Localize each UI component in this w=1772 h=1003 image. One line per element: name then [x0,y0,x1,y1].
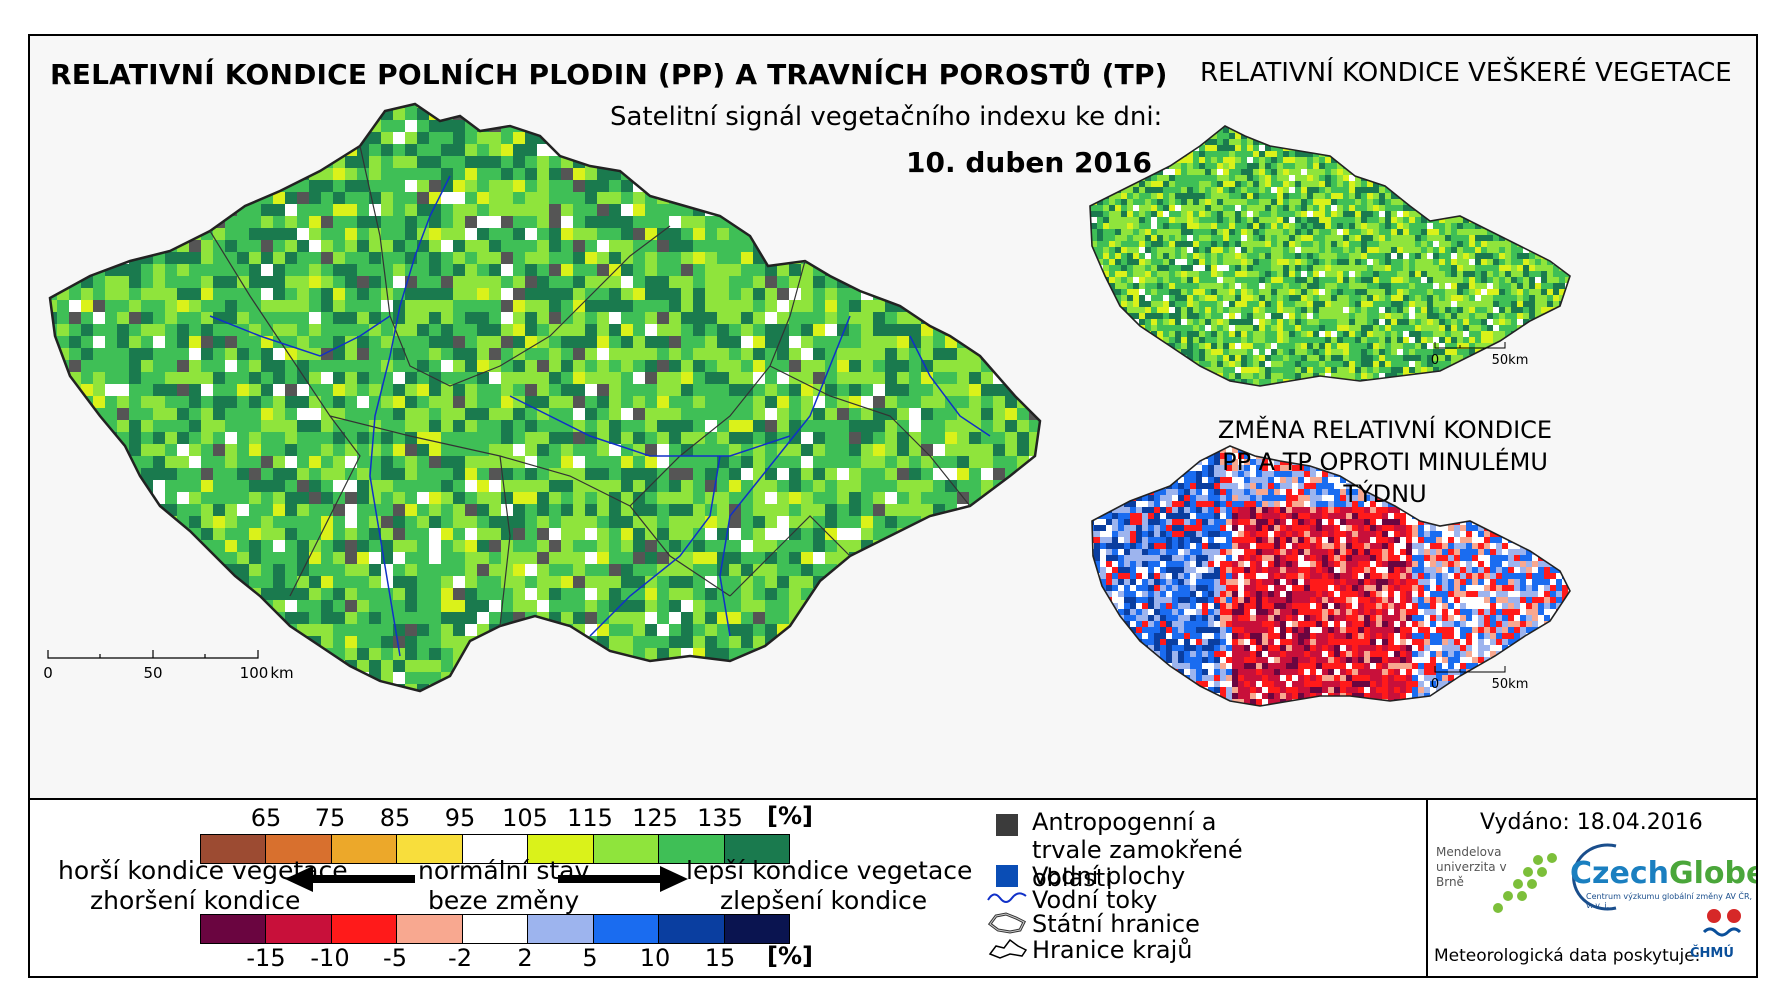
meteo-data-credit: Meteorologická data poskytuje: [1434,946,1701,966]
change-inset-title: ZMĚNA RELATIVNÍ KONDICE PP A TP OPROTI M… [1217,416,1553,508]
change-color-bar [200,914,790,944]
water-body-icon [996,865,1018,887]
mendel-dots-icon [1493,853,1557,913]
condition-color-swatch [266,835,332,863]
top-tick: 85 [379,804,411,832]
condition-color-swatch [462,835,529,863]
legend-panel: 65 75 85 95 105 115 125 135 [%] horší ko… [30,798,1758,976]
veg-scale-50km: 50km [1492,353,1529,368]
change-color-swatch [528,915,594,943]
subtitle: Satelitní signál vegetačního indexu ke d… [610,102,1163,132]
rivers-main [209,175,991,657]
bottom-unit: [%] [767,942,813,970]
vegetation-inset-title: RELATIVNÍ KONDICE VEŠKERÉ VEGETACE [1200,58,1732,88]
legend-item-state-border: Státní hranice [986,910,1200,938]
legend-urban-label: Antropogenní a trvale zamokřené oblasti [1032,808,1243,892]
bottom-tick: -10 [310,944,350,972]
top-tick: 115 [567,804,613,832]
czechglobe-arc-icon [1572,843,1617,911]
state-border-main [48,102,1042,693]
arrow-left-icon [285,866,415,892]
bottom-tick: 2 [517,944,533,972]
legend-river-label: Vodní toky [1032,886,1158,914]
urban-area-icon [996,814,1018,836]
top-tick: 125 [632,804,678,832]
change-color-swatch [724,915,789,943]
change-color-swatch [201,915,267,943]
main-scale-50: 50 [143,664,162,682]
legend-item-urban: Antropogenní a trvale zamokřené oblasti [990,808,1262,892]
state-border-icon [987,912,1027,934]
bottom-tick: 5 [582,944,598,972]
condition-color-swatch [331,835,398,863]
top-tick: 95 [444,804,476,832]
legend-region-border-label: Hranice krajů [1032,936,1193,964]
legend-water-label: Vodní plochy [1032,862,1186,890]
map-canvas: 0 50 100 km 0 50km 0 50km [43,102,1571,707]
worsening-label: zhoršení kondice [90,886,301,915]
change-color-swatch [659,915,725,943]
change-color-swatch [266,915,332,943]
bottom-tick: -2 [448,944,472,972]
state-border-veg [1089,125,1571,387]
state-border-change [1091,445,1571,707]
czechglobe-logo-a: Czech [1570,856,1669,891]
change-scale-50km: 50km [1492,677,1529,692]
main-condition-map [50,104,1040,691]
top-tick: 105 [502,804,548,832]
condition-color-swatch [659,835,725,863]
condition-color-swatch [724,835,789,863]
veg-scale-0: 0 [1431,353,1439,368]
main-scale-0: 0 [43,664,53,682]
legend-divider [1426,800,1428,976]
change-color-swatch [331,915,398,943]
main-scale-bar [47,650,259,659]
no-change-label: beze změny [428,886,580,915]
legend-item-water: Vodní plochy [990,862,1185,890]
bottom-tick: 10 [639,944,671,972]
date-label: 10. duben 2016 [906,146,1152,179]
improvement-label: zlepšení kondice [720,886,928,915]
condition-color-swatch [397,835,463,863]
change-scale-0: 0 [1431,677,1439,692]
mendel-university-logo: Mendelova univerzita v Brně [1436,845,1516,890]
bottom-tick: 15 [704,944,736,972]
change-color-swatch [593,915,660,943]
change-color-swatch [397,915,463,943]
bottom-tick: -15 [246,944,286,972]
region-border-icon [988,938,1028,959]
top-tick: 75 [314,804,346,832]
czechglobe-subtitle: Centrum výzkumu globální změny AV ČR, v.… [1586,892,1753,910]
condition-color-swatch [593,835,660,863]
better-condition-label: lepší kondice vegetace [686,856,973,885]
arrow-right-icon [558,866,688,892]
issued-date: Vydáno: 18.04.2016 [1480,810,1703,835]
change-scale-bar [1434,666,1506,673]
top-unit: [%] [767,802,813,830]
chmu-label: ČHMÚ [1690,946,1734,961]
main-scale-100: 100 [240,664,269,682]
change-color-swatch [462,915,529,943]
condition-color-swatch [201,835,267,863]
top-tick: 65 [250,804,282,832]
mendel-logo-text: Mendelova univerzita v Brně [1436,845,1507,889]
legend-item-river: Vodní toky [986,886,1157,914]
bottom-tick: -5 [383,944,407,972]
legend-state-border-label: Státní hranice [1032,910,1200,938]
map-sheet: 0 50 100 km 0 50km 0 50km RELATIVNÍ KOND… [28,34,1758,978]
vegetation-condition-inset [1090,126,1570,386]
condition-color-swatch [528,835,594,863]
czechglobe-logo-b: Globe [1668,856,1758,891]
czechglobe-logo: CzechGlobe [1570,856,1758,891]
chmu-logo-icon [1702,909,1742,937]
river-icon [987,892,1027,903]
region-borders-main [209,145,971,627]
legend-item-region-border: Hranice krajů [986,936,1192,964]
main-title: RELATIVNÍ KONDICE POLNÍCH PLODIN (PP) A … [50,58,1168,91]
top-tick: 135 [697,804,743,832]
main-scale-km: km [270,664,293,682]
veg-scale-bar [1434,342,1506,349]
condition-color-bar [200,834,790,864]
